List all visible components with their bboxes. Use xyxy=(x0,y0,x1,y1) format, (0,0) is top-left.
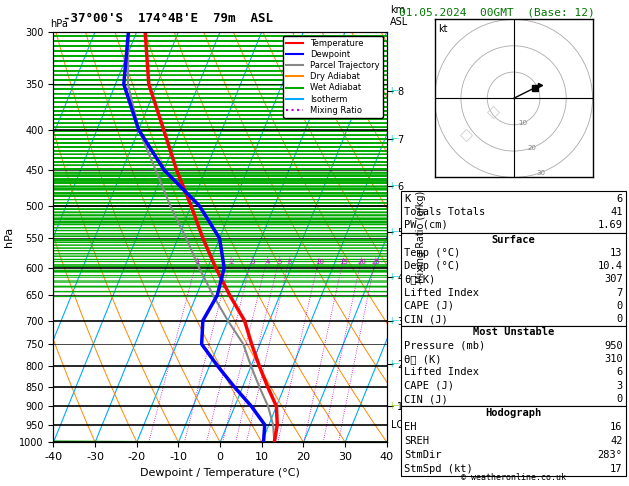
Text: Mixing Ratio (g/kg): Mixing Ratio (g/kg) xyxy=(416,191,426,283)
Text: θᴇ(K): θᴇ(K) xyxy=(404,275,436,284)
Text: Lifted Index: Lifted Index xyxy=(404,288,479,297)
Text: Dewp (°C): Dewp (°C) xyxy=(404,261,460,271)
Text: CAPE (J): CAPE (J) xyxy=(404,301,454,311)
Text: CAPE (J): CAPE (J) xyxy=(404,381,454,391)
Text: ⊢: ⊢ xyxy=(390,227,399,237)
Text: ⊢: ⊢ xyxy=(390,272,399,282)
Text: 7: 7 xyxy=(616,288,623,297)
Text: 10: 10 xyxy=(315,259,324,264)
Text: K: K xyxy=(404,194,411,204)
Text: 1: 1 xyxy=(196,259,200,264)
Text: 950: 950 xyxy=(604,341,623,351)
Text: 283°: 283° xyxy=(598,450,623,460)
Text: Lifted Index: Lifted Index xyxy=(404,367,479,378)
Text: 10.4: 10.4 xyxy=(598,261,623,271)
Y-axis label: hPa: hPa xyxy=(4,227,14,247)
Text: StmDir: StmDir xyxy=(404,450,442,460)
Text: kt: kt xyxy=(438,24,447,34)
Text: -37°00'S  174°4B'E  79m  ASL: -37°00'S 174°4B'E 79m ASL xyxy=(63,12,273,25)
Text: 5: 5 xyxy=(277,259,282,264)
Text: 10: 10 xyxy=(518,120,527,126)
Text: 20: 20 xyxy=(527,145,536,151)
Text: Pressure (mb): Pressure (mb) xyxy=(404,341,486,351)
Text: LCL: LCL xyxy=(391,420,409,431)
Text: 17: 17 xyxy=(610,464,623,474)
Text: 15: 15 xyxy=(340,259,348,264)
Text: 25: 25 xyxy=(372,259,381,264)
Text: ⊢: ⊢ xyxy=(390,86,399,96)
Text: 6: 6 xyxy=(616,367,623,378)
Text: 13: 13 xyxy=(610,248,623,258)
Text: 307: 307 xyxy=(604,275,623,284)
Text: 2: 2 xyxy=(230,259,234,264)
Text: ⊢: ⊢ xyxy=(390,359,399,369)
Text: 3: 3 xyxy=(616,381,623,391)
Text: 0: 0 xyxy=(616,394,623,404)
Text: 4: 4 xyxy=(265,259,270,264)
Text: SREH: SREH xyxy=(404,436,430,446)
Text: km
ASL: km ASL xyxy=(390,5,408,27)
Text: ⊢: ⊢ xyxy=(390,134,399,144)
Text: Surface: Surface xyxy=(492,235,535,245)
Text: ⊢: ⊢ xyxy=(390,315,399,326)
Text: Most Unstable: Most Unstable xyxy=(473,327,554,337)
Text: 3: 3 xyxy=(250,259,255,264)
Text: Totals Totals: Totals Totals xyxy=(404,207,486,217)
Text: 6: 6 xyxy=(616,194,623,204)
Text: EH: EH xyxy=(404,422,417,432)
Text: 30: 30 xyxy=(536,170,545,175)
Text: 0: 0 xyxy=(616,314,623,324)
Text: 1.69: 1.69 xyxy=(598,220,623,230)
Text: 6: 6 xyxy=(287,259,292,264)
Text: 20: 20 xyxy=(357,259,366,264)
Text: 0: 0 xyxy=(616,301,623,311)
Legend: Temperature, Dewpoint, Parcel Trajectory, Dry Adiabat, Wet Adiabat, Isotherm, Mi: Temperature, Dewpoint, Parcel Trajectory… xyxy=(283,36,382,118)
Text: PW (cm): PW (cm) xyxy=(404,220,448,230)
X-axis label: Dewpoint / Temperature (°C): Dewpoint / Temperature (°C) xyxy=(140,468,300,478)
Text: 01.05.2024  00GMT  (Base: 12): 01.05.2024 00GMT (Base: 12) xyxy=(399,7,595,17)
Text: CIN (J): CIN (J) xyxy=(404,394,448,404)
Text: ⊢: ⊢ xyxy=(390,400,399,411)
Text: θᴇ (K): θᴇ (K) xyxy=(404,354,442,364)
Text: 42: 42 xyxy=(610,436,623,446)
Text: hPa: hPa xyxy=(50,19,68,29)
Text: 310: 310 xyxy=(604,354,623,364)
Text: ⊢: ⊢ xyxy=(390,181,399,191)
Text: © weatheronline.co.uk: © weatheronline.co.uk xyxy=(461,473,566,482)
Text: StmSpd (kt): StmSpd (kt) xyxy=(404,464,473,474)
Text: Temp (°C): Temp (°C) xyxy=(404,248,460,258)
Text: CIN (J): CIN (J) xyxy=(404,314,448,324)
Text: 41: 41 xyxy=(610,207,623,217)
Text: Hodograph: Hodograph xyxy=(486,408,542,418)
Text: 16: 16 xyxy=(610,422,623,432)
